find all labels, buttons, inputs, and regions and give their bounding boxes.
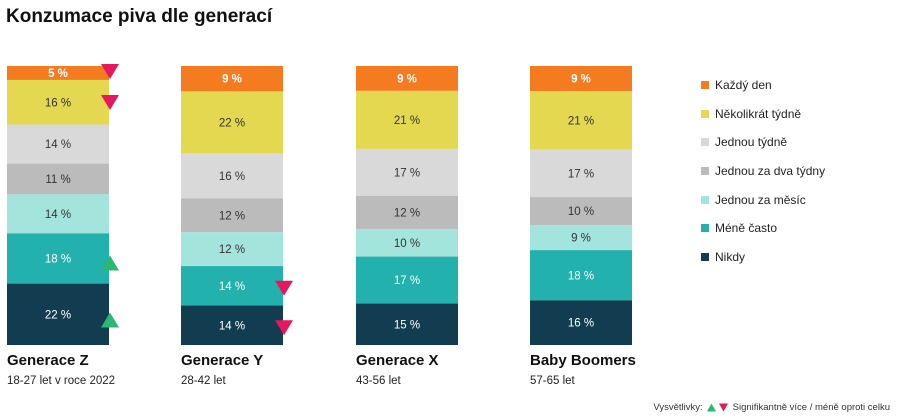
legend-swatch — [701, 224, 709, 233]
data-label-generace-z-mesic: 14 % — [45, 209, 71, 221]
legend-item-nikdy: Nikdy — [701, 243, 825, 272]
legend-label: Jednou týdně — [715, 135, 788, 150]
data-label-baby-boomers-mesic: 9 % — [571, 233, 591, 245]
bar-segment-generace-z-kazdy — [7, 66, 109, 80]
group-name-generace-y: Generace Y — [181, 352, 264, 369]
footnote: Vysvětlivky: Signifikantně více / méně o… — [653, 402, 890, 413]
data-label-generace-z-kazdy: 5 % — [48, 68, 68, 80]
data-label-generace-z-mene: 18 % — [45, 254, 71, 266]
data-label-baby-boomers-nikdy: 16 % — [568, 318, 594, 330]
significant-down-icon — [101, 94, 119, 110]
footnote-text: Signifikantně více / méně oproti celku — [732, 402, 890, 413]
bar-segment-generace-x-nekolikrat — [356, 90, 458, 149]
bar-segment-generace-y-mene — [181, 266, 283, 306]
legend-label: Každý den — [715, 78, 772, 93]
legend-item-mene: Méně často — [701, 214, 825, 243]
legend-swatch — [701, 252, 709, 261]
group-name-generace-z: Generace Z — [7, 352, 89, 369]
legend-label: Jednou za měsíc — [715, 192, 806, 207]
significant-down-icon — [275, 320, 293, 336]
legend-label: Několikrát týdně — [715, 106, 802, 121]
data-label-generace-y-nekolikrat: 22 % — [219, 117, 245, 129]
group-name-generace-x: Generace X — [356, 352, 439, 369]
data-label-generace-x-dvatydny: 12 % — [394, 207, 420, 219]
data-label-generace-y-mesic: 12 % — [219, 244, 245, 256]
legend-swatch — [701, 195, 709, 204]
group-subtitle-baby-boomers: 57-65 let — [530, 375, 575, 387]
data-label-generace-y-mene: 14 % — [219, 281, 245, 293]
bar-segment-baby-boomers-mene — [530, 250, 632, 301]
bar-segment-generace-y-kazdy — [181, 66, 283, 92]
bar-segment-baby-boomers-mesic — [530, 225, 632, 251]
legend-item-mesic: Jednou za měsíc — [701, 185, 825, 214]
bar-segment-generace-z-tyden — [7, 124, 109, 164]
bar-segment-baby-boomers-nikdy — [530, 300, 632, 345]
data-label-generace-z-dvatydny: 11 % — [45, 174, 70, 186]
legend-label: Jednou za dva týdny — [715, 164, 826, 179]
significant-up-icon — [101, 312, 119, 328]
footnote-prefix: Vysvětlivky: — [653, 402, 703, 413]
significant-up-icon — [101, 255, 119, 271]
bar-segment-generace-x-kazdy — [356, 66, 458, 91]
bar-segment-generace-z-mene — [7, 233, 109, 284]
data-label-generace-x-tyden: 17 % — [394, 167, 420, 179]
data-label-generace-y-dvatydny: 12 % — [219, 210, 245, 222]
significant-down-icon — [101, 64, 119, 79]
legend-item-kazdy: Každý den — [701, 71, 825, 100]
legend-label: Nikdy — [715, 249, 746, 264]
legend-item-dvatydny: Jednou za dva týdny — [701, 157, 825, 186]
data-label-generace-x-mesic: 10 % — [394, 238, 420, 250]
bar-segment-generace-y-dvatydny — [181, 198, 283, 233]
data-label-generace-y-kazdy: 9 % — [222, 74, 242, 86]
data-label-generace-z-nekolikrat: 16 % — [45, 97, 71, 109]
data-label-generace-x-kazdy: 9 % — [397, 73, 417, 85]
data-label-baby-boomers-nekolikrat: 21 % — [568, 115, 594, 127]
data-label-generace-z-nikdy: 22 % — [45, 309, 71, 321]
bar-segment-generace-y-nikdy — [181, 305, 283, 345]
group-subtitle-generace-z: 18-27 let v roce 2022 — [7, 375, 116, 387]
bar-segment-baby-boomers-kazdy — [530, 66, 632, 92]
legend-item-nekolikrat: Několikrát týdně — [701, 100, 825, 129]
group-subtitle-generace-x: 43-56 let — [356, 375, 401, 387]
significant-down-icon — [275, 280, 293, 296]
legend-label: Méně často — [715, 221, 778, 236]
data-label-baby-boomers-tyden: 17 % — [568, 168, 594, 180]
bar-segment-generace-z-mesic — [7, 194, 109, 234]
data-label-baby-boomers-mene: 18 % — [568, 270, 594, 282]
bar-segment-generace-x-dvatydny — [356, 195, 458, 229]
group-name-baby-boomers: Baby Boomers — [530, 352, 636, 369]
bar-segment-generace-z-nekolikrat — [7, 79, 109, 125]
data-label-generace-y-tyden: 16 % — [219, 171, 245, 183]
bar-segment-generace-x-mene — [356, 256, 458, 304]
bar-segment-baby-boomers-tyden — [530, 149, 632, 198]
bar-segment-generace-x-mesic — [356, 228, 458, 257]
group-subtitle-generace-y: 28-42 let — [181, 375, 226, 387]
data-label-generace-y-nikdy: 14 % — [219, 320, 245, 332]
data-label-baby-boomers-dvatydny: 10 % — [568, 206, 594, 218]
data-label-baby-boomers-kazdy: 9 % — [571, 74, 591, 86]
bar-segment-generace-z-nikdy — [7, 283, 109, 345]
bar-segment-baby-boomers-dvatydny — [530, 197, 632, 226]
data-label-generace-x-nekolikrat: 21 % — [394, 115, 420, 127]
legend-swatch — [701, 109, 709, 118]
legend-item-tyden: Jednou týdně — [701, 128, 825, 157]
bar-segment-generace-x-tyden — [356, 148, 458, 196]
chart-title: Konzumace piva dle generací — [6, 6, 273, 27]
legend-swatch — [701, 167, 709, 176]
bar-segment-generace-z-dvatydny — [7, 163, 109, 195]
legend: Každý den Několikrát týdně Jednou týdně Jed… — [701, 71, 825, 271]
data-label-generace-z-tyden: 14 % — [45, 139, 71, 151]
bar-segment-baby-boomers-nekolikrat — [530, 91, 632, 150]
legend-swatch — [701, 138, 709, 147]
significance-legend-icon — [706, 403, 728, 412]
data-label-generace-x-mene: 17 % — [394, 275, 420, 287]
data-label-generace-x-nikdy: 15 % — [394, 319, 420, 331]
bar-segment-generace-x-nikdy — [356, 303, 458, 345]
bar-segment-generace-y-nekolikrat — [181, 91, 283, 154]
bar-segment-generace-y-mesic — [181, 232, 283, 267]
bar-segment-generace-y-tyden — [181, 153, 283, 199]
legend-swatch — [701, 81, 709, 90]
